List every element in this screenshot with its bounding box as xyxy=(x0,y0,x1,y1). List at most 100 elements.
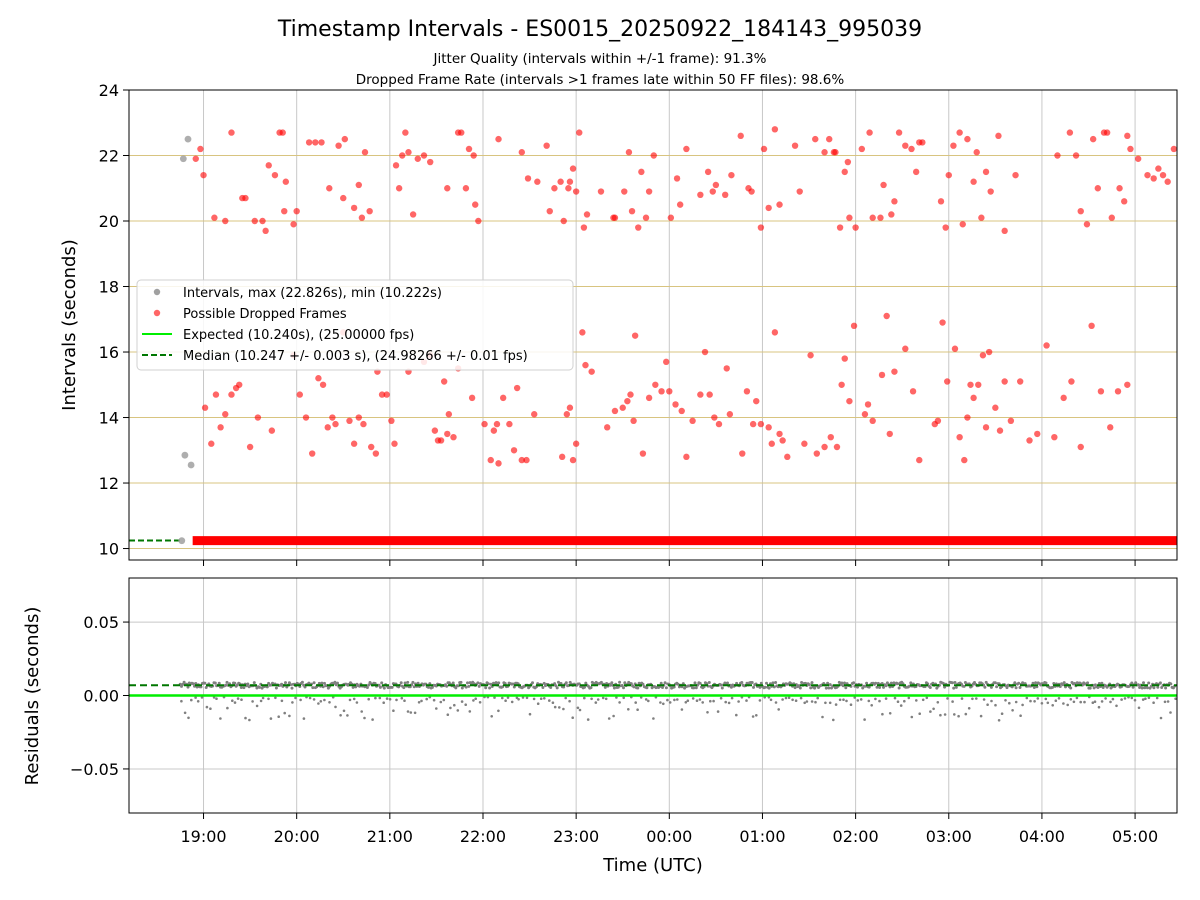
residual-point-497 xyxy=(824,686,828,690)
x-axis-title: Time (UTC) xyxy=(602,855,703,876)
residual-point-538 xyxy=(878,686,882,689)
residual-point-941 xyxy=(810,700,814,703)
residual-point-1009 xyxy=(1054,699,1058,702)
residual-point-473 xyxy=(793,686,797,690)
dropped-frame-point-36 xyxy=(409,211,417,218)
dropped-frame-point-69 xyxy=(628,207,636,215)
residual-point-900 xyxy=(662,702,665,706)
residual-point-380 xyxy=(672,685,676,689)
intervals-y-axis: 10 12 14 16 18 20 22 24 xyxy=(99,81,129,559)
dropped-frame-point-118 xyxy=(937,198,945,205)
residual-point-829 xyxy=(406,710,410,713)
dropped-frame-point-103 xyxy=(846,214,853,221)
dropped-frame-point-284 xyxy=(979,352,987,359)
dropped-frame-point-122 xyxy=(956,129,963,136)
residual-point-49 xyxy=(242,686,246,690)
dropped-frame-point-301 xyxy=(1107,424,1114,431)
residual-point-844 xyxy=(460,700,464,703)
residual-point-918 xyxy=(727,701,731,705)
residual-point-536 xyxy=(875,685,879,689)
residual-point-488 xyxy=(813,686,817,690)
residual-point-917 xyxy=(724,700,727,704)
residual-point-1000 xyxy=(1021,703,1024,707)
dropped-frame-point-136 xyxy=(1077,207,1084,215)
residual-point-157 xyxy=(382,686,386,690)
residual-point-914 xyxy=(712,699,715,703)
residual-point-528 xyxy=(865,681,869,685)
residual-point-879 xyxy=(586,718,590,721)
residual-point-951 xyxy=(845,699,848,703)
residual-point-396 xyxy=(693,681,697,685)
residual-point-975 xyxy=(932,707,935,711)
residual-point-902 xyxy=(668,701,672,704)
residual-point-882 xyxy=(596,698,600,701)
residual-point-577 xyxy=(928,686,932,689)
dropped-frame-point-142 xyxy=(1108,214,1115,221)
dropped-frame-point-115 xyxy=(912,168,920,176)
dropped-frame-point-75 xyxy=(667,214,675,221)
dropped-frame-point-55 xyxy=(557,178,564,185)
residual-point-175 xyxy=(406,680,410,684)
intervals-ytick-label-3: 16 xyxy=(99,343,119,362)
residual-point-881 xyxy=(594,701,598,704)
residual-point-295 xyxy=(562,685,566,689)
dropped-frame-point-249 xyxy=(771,329,779,336)
residual-point-341 xyxy=(622,686,625,690)
dropped-frame-point-299 xyxy=(1088,322,1095,330)
dropped-frame-point-266 xyxy=(878,371,886,379)
dropped-frame-point-77 xyxy=(676,201,684,208)
dropped-frame-point-224 xyxy=(631,332,639,339)
residual-point-349 xyxy=(632,685,636,689)
residual-point-810 xyxy=(339,714,342,717)
residual-point-895 xyxy=(644,698,648,701)
residual-point-1005 xyxy=(1040,702,1044,705)
dropped-frame-point-133 xyxy=(1054,152,1061,159)
residual-point-800 xyxy=(302,717,306,720)
residual-point-776 xyxy=(215,697,218,700)
dropped-frame-point-193 xyxy=(444,430,451,438)
residual-point-812 xyxy=(346,714,349,717)
dropped-frame-point-90 xyxy=(765,204,772,212)
dropped-frame-point-70 xyxy=(635,224,642,231)
dropped-frame-point-15 xyxy=(282,178,290,185)
residual-point-543 xyxy=(884,684,888,688)
residual-point-666 xyxy=(1044,681,1048,685)
residual-point-780 xyxy=(231,699,234,702)
residual-point-179 xyxy=(411,680,415,684)
residual-point-47 xyxy=(239,686,243,689)
dropped-frame-point-24 xyxy=(341,135,349,143)
dropped-frame-point-184 xyxy=(388,417,395,425)
dropped-frame-point-282 xyxy=(970,394,977,402)
residual-point-1013 xyxy=(1069,698,1073,701)
dropped-frame-point-143 xyxy=(1116,185,1123,192)
dropped-frame-point-263 xyxy=(861,411,869,418)
residual-point-144 xyxy=(365,686,369,689)
dropped-frame-point-8 xyxy=(251,217,258,225)
dropped-frame-point-276 xyxy=(944,378,951,385)
residual-point-210 xyxy=(451,681,455,685)
residual-point-537 xyxy=(876,681,880,685)
intervals-x-ticks xyxy=(203,560,1136,566)
dropped-frame-point-267 xyxy=(883,312,890,320)
residual-point-948 xyxy=(834,703,838,706)
dropped-frame-point-19 xyxy=(305,139,313,146)
residual-point-485 xyxy=(809,686,813,690)
dropped-frame-point-278 xyxy=(956,433,963,441)
dropped-frame-point-300 xyxy=(1097,388,1105,395)
dropped-frame-point-107 xyxy=(869,214,876,221)
dropped-frame-point-291 xyxy=(1016,378,1024,385)
residual-point-992 xyxy=(994,703,997,707)
residual-point-994 xyxy=(1000,712,1004,715)
dropped-frame-point-35 xyxy=(405,149,412,156)
chart-subtitle-jitter: Jitter Quality (intervals within +/-1 fr… xyxy=(433,51,767,67)
residual-point-373 xyxy=(663,681,667,685)
residual-point-541 xyxy=(882,685,885,689)
dropped-frame-point-57 xyxy=(565,185,572,192)
dropped-frame-point-43 xyxy=(462,185,470,192)
residual-point-1015 xyxy=(1075,696,1079,700)
residual-point-243 xyxy=(494,681,498,685)
dropped-frame-point-16 xyxy=(281,207,288,215)
residual-point-57 xyxy=(252,681,256,685)
residual-point-953 xyxy=(853,696,856,699)
residual-point-921 xyxy=(737,700,740,703)
